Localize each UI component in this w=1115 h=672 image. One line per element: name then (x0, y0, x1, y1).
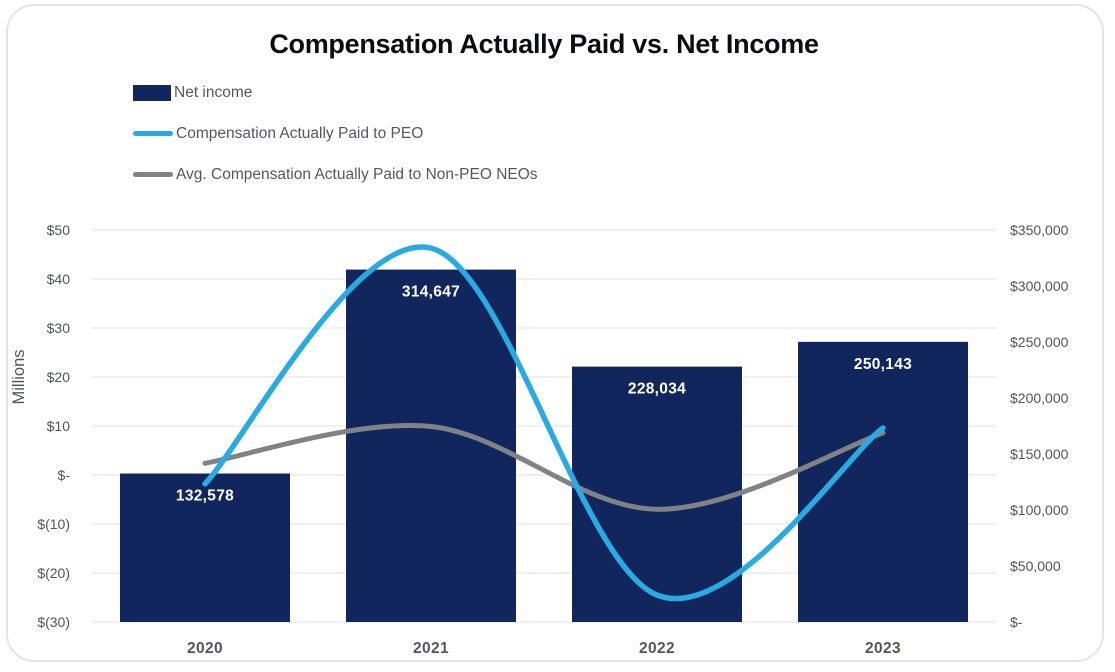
left-axis-tick: $10 (47, 418, 71, 434)
legend-item-cap-peo: Compensation Actually Paid to PEO (133, 113, 538, 154)
left-axis-tick: $20 (47, 369, 71, 385)
category-label-2022: 2022 (639, 640, 675, 657)
left-axis-tick: $(10) (37, 516, 70, 532)
line-series-1 (202, 244, 886, 602)
right-axis-tick: $50,000 (1010, 558, 1061, 574)
legend: Net income Compensation Actually Paid to… (133, 72, 538, 195)
right-axis-tick: $100,000 (1010, 502, 1069, 518)
right-axis-tick: $- (1010, 614, 1023, 630)
category-label-2023: 2023 (865, 640, 901, 657)
right-axis-tick: $350,000 (1010, 222, 1069, 238)
bar-label-2022: 228,034 (628, 381, 686, 398)
chart-title: Compensation Actually Paid vs. Net Incom… (269, 29, 819, 59)
cap-peo-line-swatch-icon (133, 131, 173, 136)
legend-item-cap-non-peo: Avg. Compensation Actually Paid to Non-P… (133, 154, 538, 195)
bar-label-2020: 132,578 (176, 488, 234, 505)
category-label-2020: 2020 (187, 640, 223, 657)
legend-label-cap-non-peo: Avg. Compensation Actually Paid to Non-P… (176, 165, 538, 183)
right-axis-tick: $200,000 (1010, 390, 1069, 406)
left-axis-title: Millions (10, 349, 28, 404)
left-axis-tick: $30 (47, 320, 71, 336)
bar-label-2023: 250,143 (854, 356, 912, 373)
category-label-2021: 2021 (413, 640, 449, 657)
bar-2021 (346, 269, 516, 622)
legend-label-cap-peo: Compensation Actually Paid to PEO (176, 124, 424, 142)
legend-item-net-income: Net income (133, 72, 538, 113)
right-axis-tick: $150,000 (1010, 446, 1069, 462)
legend-label-net-income: Net income (174, 83, 253, 101)
left-axis-tick: $(20) (37, 565, 70, 581)
net-income-swatch-icon (133, 84, 171, 101)
cap-non-peo-line-swatch-icon (133, 172, 173, 177)
bar-label-2021: 314,647 (402, 284, 460, 301)
right-axis-tick: $250,000 (1010, 334, 1069, 350)
bar-2020 (120, 473, 290, 622)
left-axis-tick: $40 (47, 271, 71, 287)
line-series-2 (202, 423, 886, 512)
bar-2023 (798, 341, 968, 622)
right-axis-tick: $300,000 (1010, 278, 1069, 294)
left-axis-tick: $- (58, 467, 71, 483)
left-axis-tick: $50 (47, 222, 71, 238)
left-axis-tick: $(30) (37, 614, 70, 630)
